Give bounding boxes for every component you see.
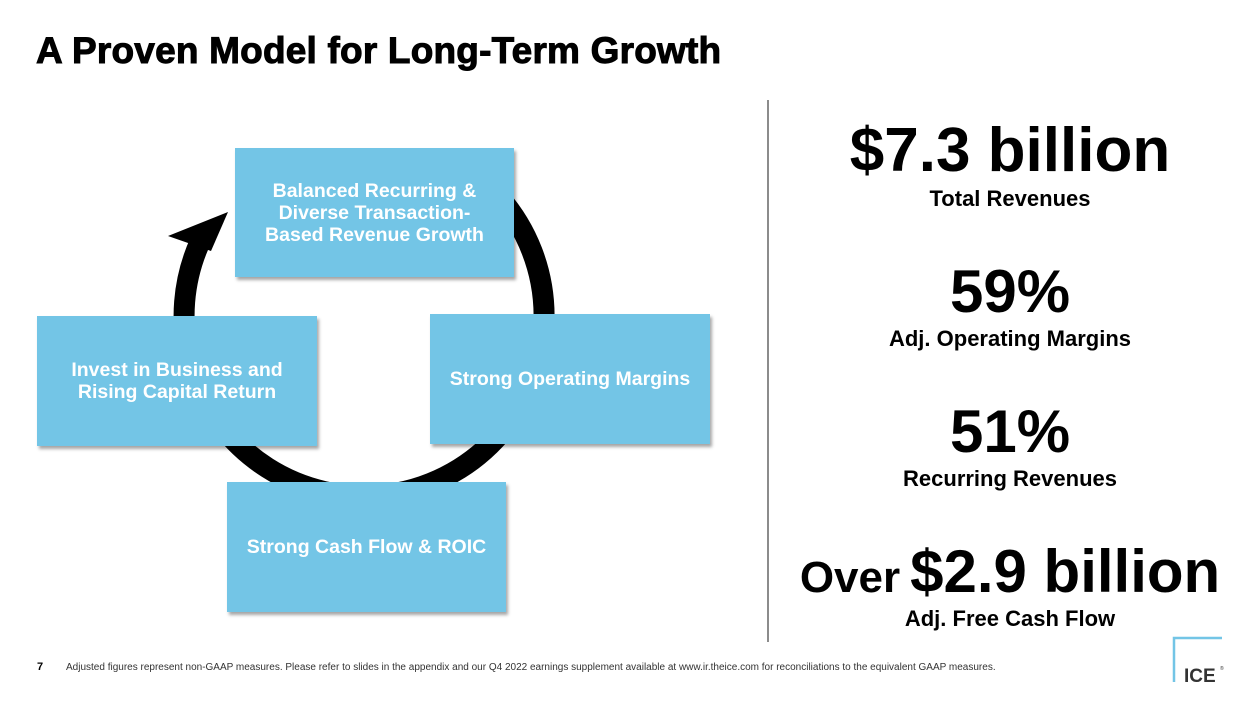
cycle-box-invest-capital-return: Invest in Business and Rising Capital Re…: [37, 316, 317, 446]
cycle-box-revenue-growth: Balanced Recurring & Diverse Transaction…: [235, 148, 514, 277]
footnote: Adjusted figures represent non-GAAP meas…: [66, 662, 996, 673]
metric-recurring-revenues: 51% Recurring Revenues: [770, 402, 1250, 492]
metric-free-cash-flow: Over $2.9 billion Adj. Free Cash Flow: [770, 542, 1250, 632]
metric-operating-margins: 59% Adj. Operating Margins: [770, 262, 1250, 352]
logo-registered-mark: ®: [1220, 665, 1224, 672]
metric-value: 51%: [949, 398, 1071, 465]
vertical-divider: [767, 100, 769, 642]
metric-value: 59%: [949, 258, 1071, 325]
ice-logo: ICE ®: [1172, 636, 1224, 686]
metric-total-revenues: $7.3 billion Total Revenues: [770, 120, 1250, 212]
logo-text: ICE: [1184, 666, 1216, 686]
metric-value: $2.9 billion: [910, 538, 1221, 605]
cycle-box-cash-flow-roic: Strong Cash Flow & ROIC: [227, 482, 506, 612]
arrow-head-icon: [168, 212, 228, 251]
metric-prefix: Over: [799, 553, 901, 602]
metric-value-row: Over $2.9 billion: [770, 542, 1250, 602]
slide-title: A Proven Model for Long-Term Growth: [35, 30, 722, 72]
metric-label: Total Revenues: [929, 186, 1091, 211]
metric-value: $7.3 billion: [849, 116, 1171, 185]
metric-label: Adj. Free Cash Flow: [904, 606, 1116, 631]
logo-bracket: [1172, 636, 1222, 682]
cycle-box-operating-margins: Strong Operating Margins: [430, 314, 710, 444]
page-number: 7: [37, 661, 44, 673]
metric-label: Recurring Revenues: [903, 466, 1117, 491]
metric-label: Adj. Operating Margins: [888, 326, 1132, 351]
